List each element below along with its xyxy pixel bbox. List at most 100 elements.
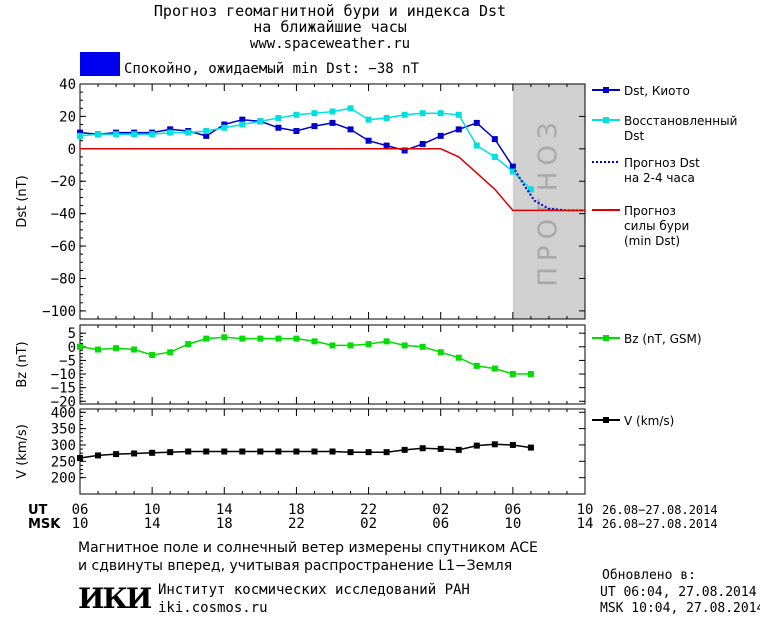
data-point-dst-1 [473,142,480,149]
data-point-v-0 [329,448,336,455]
y-tick-label-v: 250 [51,454,76,470]
legend-label-dst-2: Прогноз Dst [624,156,700,170]
data-point-v-0 [527,444,534,451]
data-point-dst-0 [239,116,246,123]
data-point-bz-0 [329,342,336,349]
data-point-v-0 [401,446,408,453]
data-point-bz-0 [95,346,102,353]
y-tick-label-dst: −40 [51,207,76,223]
y-tick-label-dst: −80 [51,271,76,287]
ut-tick-label: 22 [360,502,377,518]
ut-tick-label: 10 [577,502,594,518]
data-point-v-0 [383,449,390,456]
data-point-dst-0 [347,126,354,133]
data-point-bz-0 [239,335,246,342]
chart-title-line1: Прогноз геомагнитной бури и индекса Dst [153,2,507,20]
msk-tick-label: 18 [216,516,233,532]
data-point-dst-1 [311,110,318,117]
data-point-bz-0 [311,338,318,345]
legend-label-bz-0: Bz (nT, GSM) [624,332,702,346]
data-point-bz-0 [383,338,390,345]
data-point-bz-0 [527,371,534,378]
msk-tick-label: 06 [432,516,449,532]
y-tick-label-bz: 0 [68,340,76,356]
y-tick-label-dst: −60 [51,239,76,255]
legend-label-dst-3: (min Dst) [624,234,680,248]
data-point-dst-1 [401,111,408,118]
data-point-dst-0 [293,128,300,134]
data-point-v-0 [239,448,246,455]
data-point-v-0 [491,441,498,448]
updated-msk: MSK 10:04, 27.08.2014 [600,601,760,616]
data-point-dst-1 [329,108,336,115]
y-tick-label-v: 200 [51,471,76,487]
data-point-bz-0 [203,335,210,342]
y-axis-label-bz: Bz (nT) [15,341,30,387]
data-point-v-0 [95,452,102,459]
data-point-v-0 [275,448,282,455]
data-point-bz-0 [491,365,498,372]
data-point-v-0 [419,445,426,452]
y-tick-label-bz: −15 [51,381,76,397]
msk-date-range: 26.08−27.08.2014 [602,517,718,531]
y-tick-label-dst: −20 [51,174,76,190]
data-point-bz-0 [437,349,444,356]
data-point-dst-0 [365,137,372,144]
data-point-dst-1 [131,131,138,138]
data-point-dst-1 [509,168,516,175]
data-point-bz-0 [167,349,174,356]
y-tick-label-v: 400 [51,405,76,421]
data-point-v-0 [167,449,174,456]
data-point-dst-1 [437,110,444,117]
data-point-dst-1 [77,132,83,139]
data-point-bz-0 [401,342,408,349]
series-line-dst-0 [79,118,514,168]
status-text: Спокойно, ожидаемый min Dst: −38 nT [124,61,420,77]
ut-tick-label: 18 [288,502,305,518]
legend-marker-bz-0 [603,335,609,341]
data-point-bz-0 [455,354,462,361]
data-point-dst-1 [203,128,210,134]
data-point-bz-0 [293,335,300,342]
data-point-v-0 [455,446,462,453]
data-point-dst-1 [419,110,426,117]
data-point-dst-0 [473,119,480,126]
legend-label-dst-2: на 2-4 часа [624,171,695,185]
series-line-bz-0 [79,336,531,375]
panel-frame-bz [79,324,586,405]
data-point-bz-0 [149,351,156,358]
data-point-v-0 [203,448,210,455]
data-point-dst-1 [185,129,192,136]
forecast-region [512,84,585,319]
data-point-dst-1 [347,105,354,112]
data-point-bz-0 [347,342,354,349]
data-point-dst-0 [509,163,516,170]
data-point-dst-0 [203,132,210,139]
msk-tick-label: 14 [577,516,594,532]
data-point-dst-0 [167,126,174,133]
y-tick-label-dst: 40 [59,77,76,93]
data-point-dst-1 [167,129,174,136]
org-url: iki.cosmos.ru [158,600,268,616]
legend-label-dst-3: силы бури [624,219,689,233]
ut-tick-label: 06 [72,502,89,518]
legend-label-dst-0: Dst, Киото [624,84,690,98]
y-tick-label-dst: 20 [59,109,76,125]
msk-tick-label: 22 [288,516,305,532]
data-point-dst-1 [95,131,102,138]
msk-tick-label: 10 [72,516,89,532]
data-point-bz-0 [113,345,120,352]
chart-title-line2: на ближайшие часы [253,18,407,36]
legend-label-dst-3: Прогноз [624,204,676,218]
data-point-dst-1 [221,124,228,131]
data-point-dst-0 [383,142,390,149]
data-point-dst-0 [275,124,282,131]
y-axis-label-v: V (km/s) [15,424,30,479]
legend-label-dst-1: Dst [624,129,644,143]
data-point-dst-1 [455,111,462,118]
data-point-bz-0 [77,343,83,350]
data-point-v-0 [131,450,138,457]
data-point-bz-0 [419,343,426,350]
data-point-dst-0 [401,147,408,154]
